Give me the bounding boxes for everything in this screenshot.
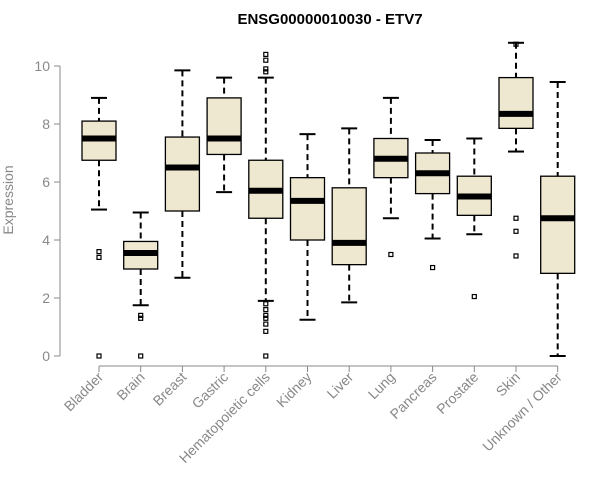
outlier-point [138, 353, 144, 359]
x-tick-label: Lung [365, 369, 398, 402]
outlier-point [513, 215, 519, 221]
x-tick-label: Unknown / Other [479, 369, 565, 455]
chart-title: ENSG00000010030 - ETV7 [237, 11, 422, 28]
box-group [373, 96, 409, 258]
outlier-point [263, 69, 269, 75]
outlier-point [96, 249, 102, 255]
y-tick-label: 10 [34, 58, 50, 74]
outlier-point [388, 251, 394, 258]
box-group [498, 41, 534, 259]
box-group [331, 127, 367, 304]
box-group [289, 133, 326, 321]
iqr-box [289, 176, 326, 241]
outlier-point [430, 264, 436, 271]
outlier-point [263, 328, 269, 334]
iqr-box [206, 97, 242, 156]
x-tick-label: Prostate [433, 369, 481, 417]
x-tick-label: Brain [113, 369, 147, 403]
outlier-point [263, 301, 269, 307]
outlier-point [96, 353, 102, 359]
iqr-box [498, 76, 534, 129]
outlier-point [263, 57, 269, 63]
outlier-point [96, 254, 102, 260]
box-group [248, 51, 284, 359]
outlier-point [263, 315, 269, 321]
y-tick-label: 4 [42, 232, 50, 248]
outlier-point [263, 307, 269, 313]
y-axis-label: Expression [0, 165, 16, 234]
x-tick-label: Kidney [273, 369, 315, 411]
outlier-point [138, 315, 144, 321]
box-group [81, 96, 117, 359]
outlier-point [263, 51, 269, 58]
outlier-point [513, 228, 519, 234]
outlier-point [263, 66, 269, 72]
box-group [540, 80, 576, 357]
iqr-box [540, 175, 576, 274]
box-group [164, 69, 201, 279]
box-group [206, 76, 242, 194]
box-group [123, 211, 159, 359]
outlier-point [263, 312, 269, 318]
iqr-box [164, 136, 201, 212]
y-tick-label: 8 [42, 116, 50, 132]
y-tick-label: 6 [42, 174, 50, 190]
outlier-point [263, 353, 269, 359]
x-tick-label: Bladder [61, 369, 107, 415]
outlier-point [513, 41, 519, 47]
iqr-box [331, 187, 367, 266]
box-group [456, 137, 492, 300]
y-tick-label: 2 [42, 290, 50, 306]
outlier-point [513, 253, 519, 259]
box-group [414, 138, 451, 271]
x-tick-label: Breast [150, 369, 190, 409]
x-tick-label: Skin [493, 369, 524, 400]
outlier-point [263, 321, 269, 327]
x-tick-label: Liver [324, 369, 357, 402]
outlier-point [138, 312, 144, 318]
outlier-point [471, 293, 477, 300]
plot-area [81, 41, 576, 359]
y-tick-label: 0 [42, 348, 50, 364]
